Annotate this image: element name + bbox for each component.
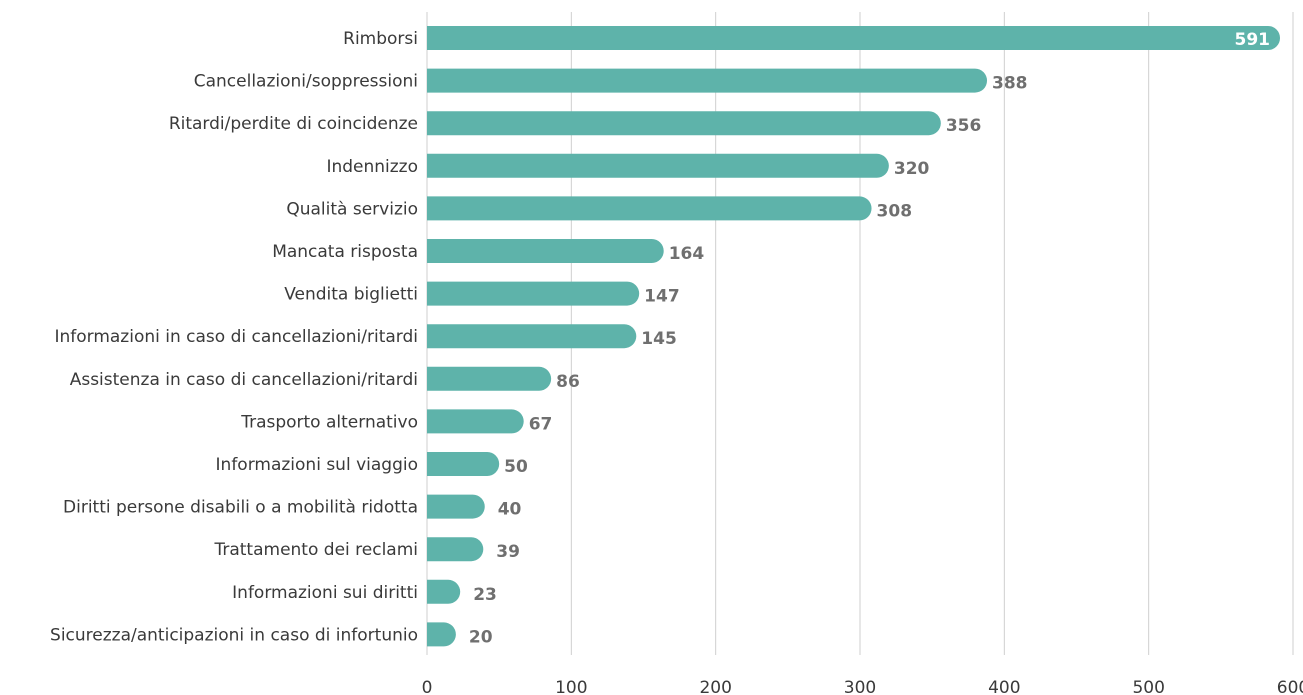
data-label: 39 bbox=[496, 542, 520, 562]
data-label: 591 bbox=[1235, 30, 1271, 50]
data-label: 20 bbox=[469, 627, 493, 647]
bars-layer bbox=[427, 26, 1281, 647]
bar bbox=[427, 153, 889, 178]
data-label: 67 bbox=[529, 414, 553, 434]
category-label: Informazioni sui diritti bbox=[232, 583, 418, 603]
value-labels: 591 388 356 320 308 164 147 145 86 67 50 40 39 23 20 bbox=[469, 30, 1270, 647]
bar bbox=[427, 324, 637, 349]
bar bbox=[427, 537, 484, 562]
bar bbox=[427, 68, 988, 93]
category-labels: Rimborsi Cancellazioni/soppressioni Ritard… bbox=[50, 29, 418, 645]
category-label: Informazioni in caso di cancellazioni/ri… bbox=[54, 327, 418, 347]
data-label: 308 bbox=[877, 201, 913, 221]
data-label: 40 bbox=[498, 500, 522, 520]
category-label: Sicurezza/anticipazioni in caso di infor… bbox=[50, 625, 418, 645]
data-label: 145 bbox=[641, 329, 677, 349]
category-label: Indennizzo bbox=[326, 157, 418, 177]
data-label: 23 bbox=[473, 585, 497, 605]
category-label: Trasporto alternativo bbox=[240, 412, 418, 432]
bar bbox=[427, 494, 485, 519]
data-label: 320 bbox=[894, 159, 930, 179]
category-label: Assistenza in caso di cancellazioni/rita… bbox=[70, 370, 418, 390]
bar bbox=[427, 196, 872, 221]
x-tick-label-500: 500 bbox=[1132, 678, 1164, 695]
x-axis-tick-labels: 0 100 200 300 400 500 600 bbox=[422, 678, 1303, 695]
category-label: Mancata risposta bbox=[272, 242, 418, 262]
data-label: 356 bbox=[946, 116, 982, 136]
data-label: 86 bbox=[556, 372, 580, 392]
category-label: Cancellazioni/soppressioni bbox=[194, 72, 418, 92]
bar bbox=[427, 366, 552, 391]
bar bbox=[427, 281, 640, 306]
x-tick-label-400: 400 bbox=[988, 678, 1020, 695]
data-label: 50 bbox=[504, 457, 528, 477]
category-label: Trattamento dei reclami bbox=[213, 540, 418, 560]
x-tick-label-300: 300 bbox=[844, 678, 876, 695]
bar bbox=[427, 579, 461, 604]
category-label: Vendita biglietti bbox=[284, 285, 418, 305]
category-label: Informazioni sul viaggio bbox=[216, 455, 418, 475]
category-label: Rimborsi bbox=[343, 29, 418, 49]
x-tick-label-200: 200 bbox=[699, 678, 731, 695]
data-label: 147 bbox=[644, 287, 680, 307]
x-tick-label-600: 600 bbox=[1277, 678, 1303, 695]
bar bbox=[427, 239, 664, 263]
bar bbox=[427, 111, 941, 136]
bar bbox=[427, 409, 524, 434]
category-label: Diritti persone disabili o a mobilità ri… bbox=[63, 498, 418, 518]
bar bbox=[427, 622, 456, 647]
data-label: 164 bbox=[669, 244, 705, 264]
category-label: Qualità servizio bbox=[286, 199, 418, 219]
x-tick-label-0: 0 bbox=[422, 678, 433, 695]
x-tick-label-100: 100 bbox=[555, 678, 587, 695]
data-label: 388 bbox=[992, 74, 1028, 94]
bar bbox=[427, 26, 1281, 50]
category-label: Ritardi/perdite di coincidenze bbox=[169, 114, 418, 134]
bar bbox=[427, 452, 500, 476]
